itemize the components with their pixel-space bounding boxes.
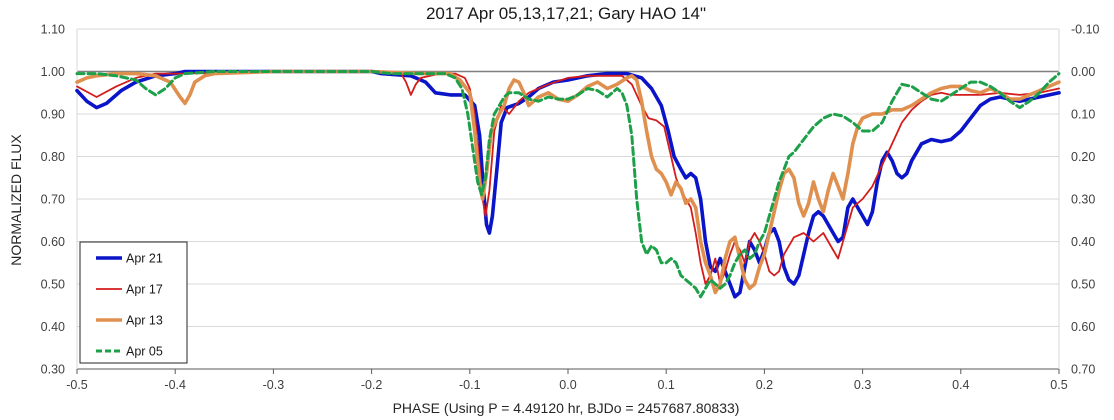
legend-box xyxy=(79,241,188,364)
y2-tick-label: 0.50 xyxy=(1071,278,1095,292)
legend-label-4: Apr 05 xyxy=(126,345,163,359)
x-tick-label: 0.1 xyxy=(658,378,675,392)
x-tick-label: 0.4 xyxy=(952,378,969,392)
x-axis-label: PHASE (Using P = 4.49120 hr, BJDo = 2457… xyxy=(393,400,740,416)
y-tick-label: 0.80 xyxy=(41,150,65,164)
y-tick-label: 0.70 xyxy=(41,193,65,207)
x-tick-label: -0.3 xyxy=(263,378,285,392)
x-tick-label: -0.4 xyxy=(164,378,186,392)
chart-title: 2017 Apr 05,13,17,21; Gary HAO 14" xyxy=(426,4,706,23)
y-tick-label: 0.50 xyxy=(41,278,65,292)
x-tick-label: -0.1 xyxy=(459,378,481,392)
x-tick-label: 0.5 xyxy=(1050,378,1067,392)
series-line-3 xyxy=(75,69,1061,295)
y-tick-label: 1.00 xyxy=(41,65,65,79)
y2-tick-label: -0.10 xyxy=(1071,23,1100,37)
legend-label-1: Apr 21 xyxy=(126,252,163,266)
x-tick-label: 0.3 xyxy=(854,378,871,392)
series-line-2 xyxy=(76,70,1060,285)
y2-tick-label: 0.60 xyxy=(1071,320,1095,334)
grid-lines xyxy=(77,28,1059,370)
series-lines xyxy=(75,69,1061,299)
y-tick-label: 0.30 xyxy=(41,363,65,377)
x-tick-label: -0.5 xyxy=(66,378,88,392)
y2-tick-label: 0.30 xyxy=(1071,193,1095,207)
legend-label-2: Apr 17 xyxy=(126,283,163,297)
x-tick-label: 0.2 xyxy=(756,378,773,392)
y-axis-label: NORMALIZED FLUX xyxy=(8,134,24,266)
y-tick-label: 1.10 xyxy=(41,23,65,37)
axes: 0.30 0.700.40 0.600.50 0.500.60 0.400.70 0.30… xyxy=(41,23,1100,393)
y-tick-label: 0.90 xyxy=(41,108,65,122)
y2-tick-label: 0.70 xyxy=(1071,363,1095,377)
y2-tick-label: 0.40 xyxy=(1071,235,1095,249)
y2-tick-label: 0.10 xyxy=(1071,108,1095,122)
x-tick-label: -0.2 xyxy=(361,378,383,392)
y-tick-label: 0.60 xyxy=(41,235,65,249)
x-tick-label: 0.0 xyxy=(559,378,576,392)
legend: Apr 21 Apr 17 Apr 13 Apr 05 xyxy=(79,241,188,364)
y2-tick-label: 0.00 xyxy=(1071,65,1095,79)
legend-label-3: Apr 13 xyxy=(126,314,163,328)
series-line-4 xyxy=(75,70,1061,299)
y2-tick-label: 0.20 xyxy=(1071,150,1095,164)
y-tick-label: 0.40 xyxy=(41,320,65,334)
